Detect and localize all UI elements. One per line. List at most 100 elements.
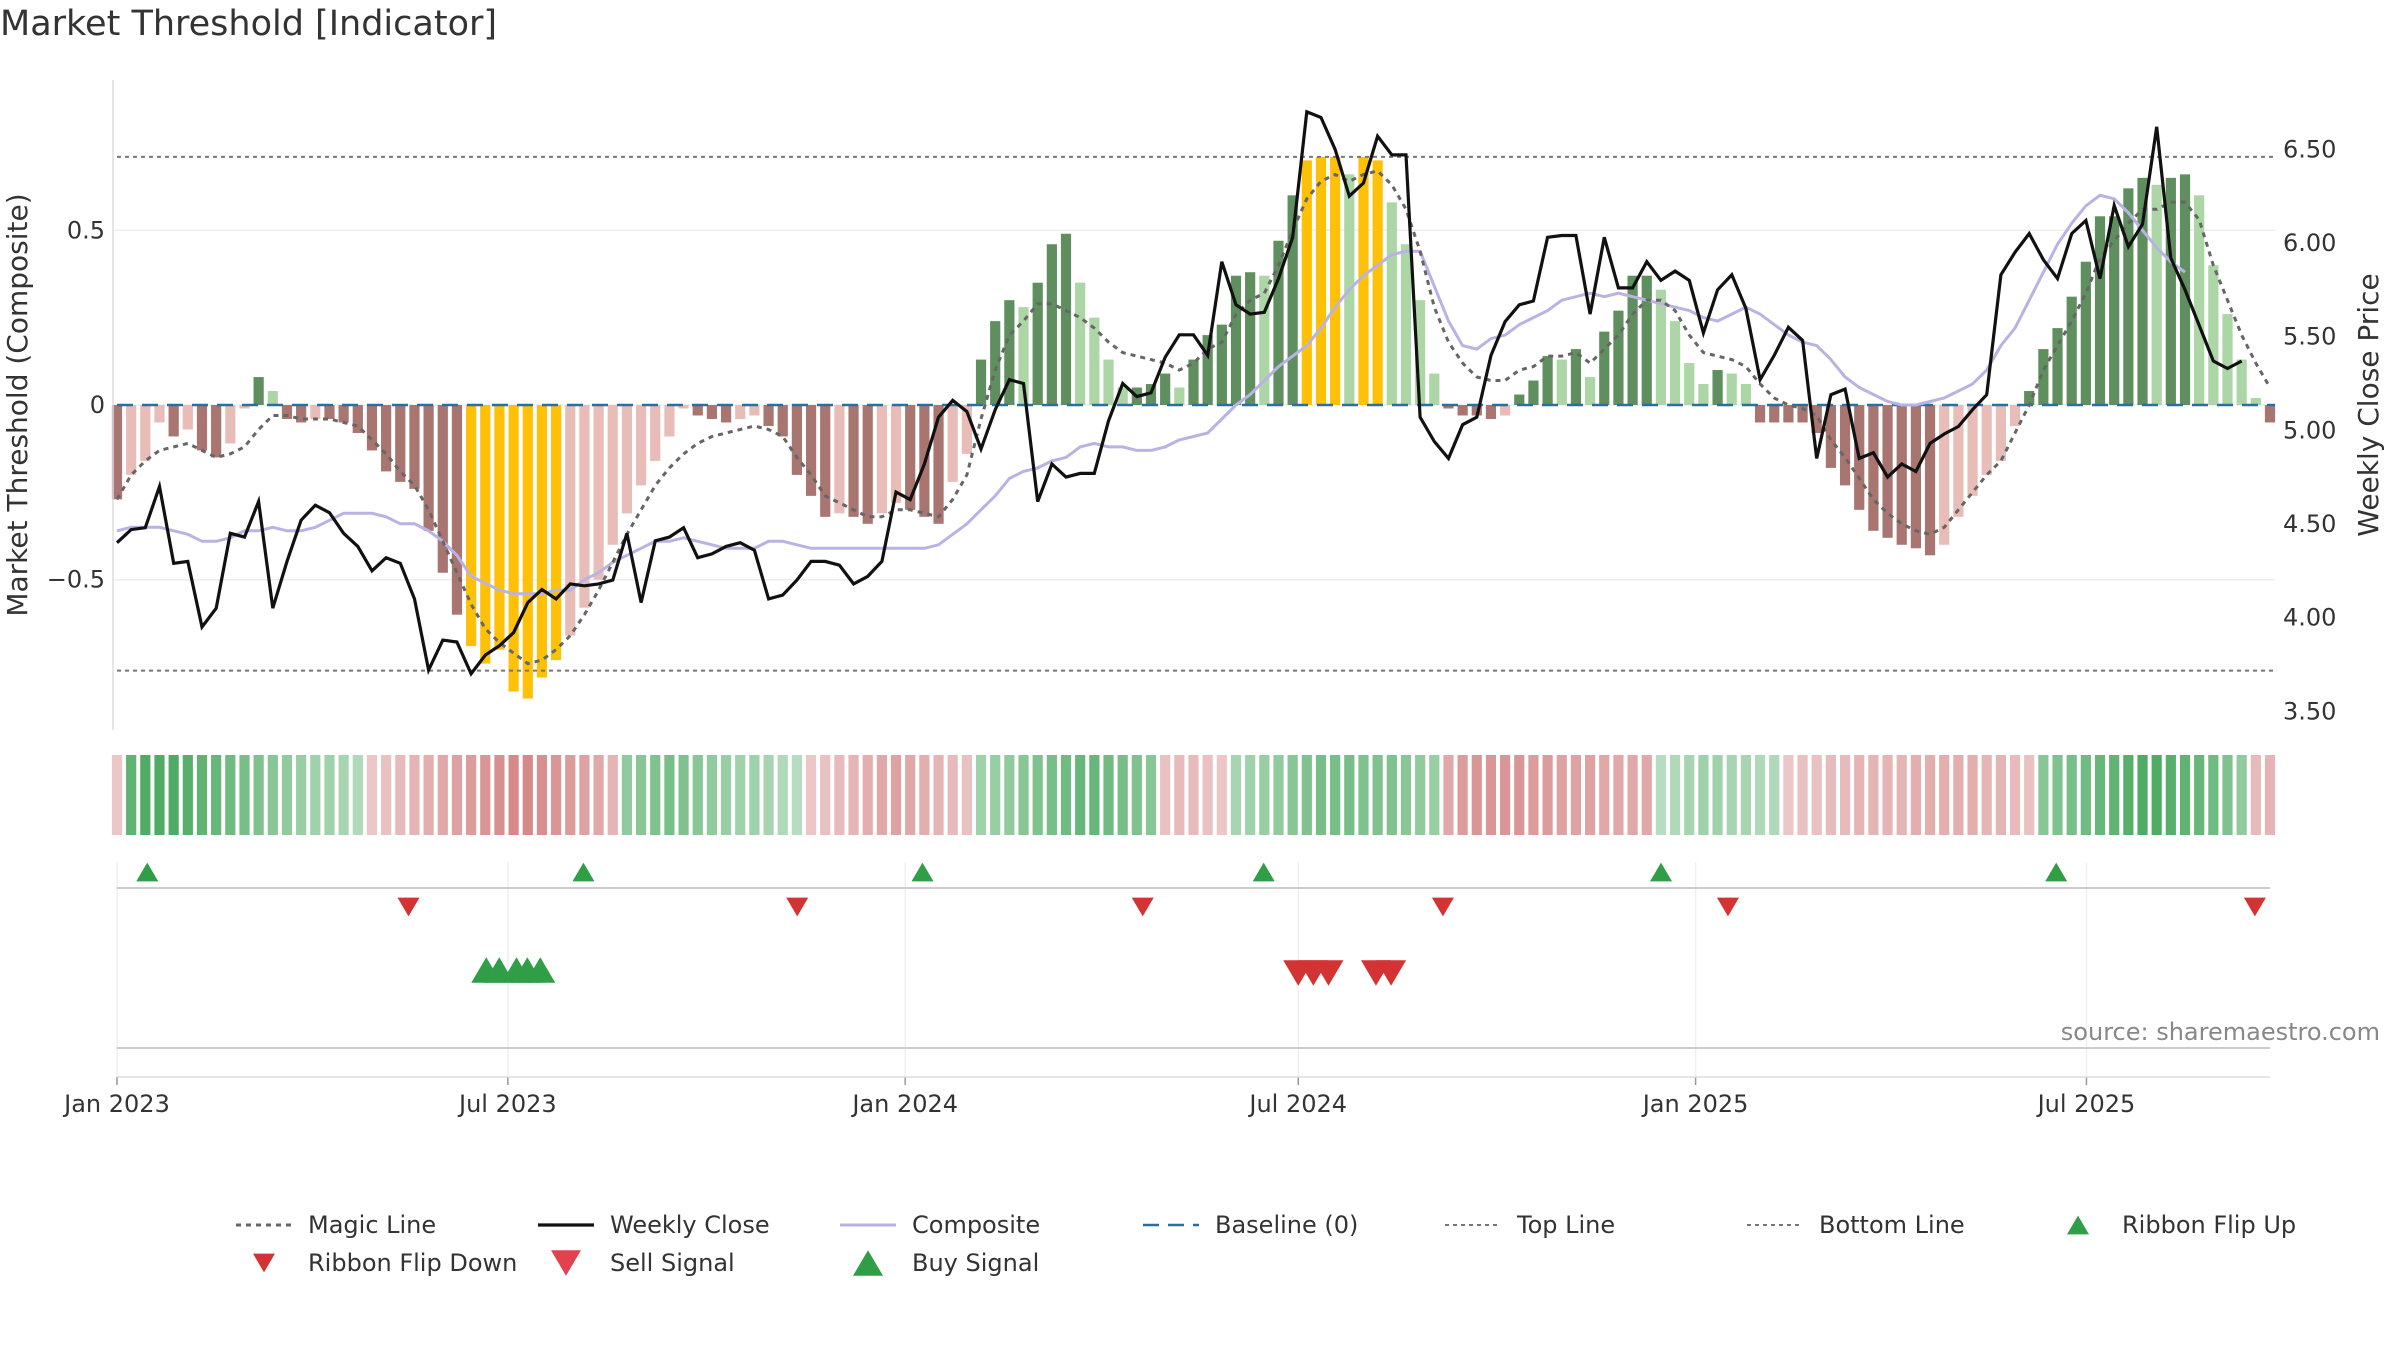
y-right-tick-label: 6.50 (2283, 135, 2336, 163)
composite-bar (437, 405, 448, 573)
ribbon-cell (805, 755, 817, 835)
ribbon-cell (720, 755, 732, 835)
composite-bar (1060, 233, 1072, 405)
composite-bar (1245, 272, 1256, 405)
ribbon-cell (1415, 755, 1426, 835)
composite-bar (1301, 160, 1312, 405)
ribbon-cell (2123, 755, 2134, 835)
y-right-tick-label: 6.00 (2283, 229, 2336, 257)
ribbon-cell (1032, 755, 1043, 835)
ribbon-cell (1924, 755, 1936, 835)
composite-bar (2236, 359, 2247, 405)
composite-bar (536, 405, 548, 678)
ribbon-cell (961, 755, 972, 835)
ribbon-cell (1570, 755, 1582, 835)
ribbon-cell (2165, 755, 2176, 835)
ribbon-cell (140, 755, 151, 835)
composite-bar (848, 405, 859, 517)
legend-item[interactable]: Ribbon Flip Down (253, 1249, 517, 1277)
ribbon-flip-up-marker (911, 862, 934, 882)
composite-bar (1939, 405, 1950, 545)
legend-label: Ribbon Flip Up (2122, 1211, 2296, 1239)
ribbon-cell (1953, 755, 1964, 835)
composite-bar (1641, 275, 1652, 405)
y-left-tick-label: 0.5 (67, 216, 105, 244)
composite-bar (876, 405, 887, 514)
ribbon-cell (990, 755, 1001, 835)
ribbon-cell (111, 755, 123, 835)
y-left-tick-label: −0.5 (47, 566, 105, 594)
ribbon-cell (1854, 755, 1865, 835)
legend-label: Top Line (1516, 1211, 1615, 1239)
ribbon-cell (1145, 755, 1157, 835)
composite-line (116, 193, 2186, 596)
legend-item[interactable]: Weekly Close (538, 1211, 770, 1239)
ribbon-cell (381, 755, 392, 835)
composite-bar (281, 405, 293, 419)
ribbon-cell (1939, 755, 1950, 835)
y-right-tick-label: 4.00 (2283, 604, 2336, 632)
composite-bar (1740, 384, 1752, 405)
ribbon-cell (225, 755, 236, 835)
legend-layer: Magic Line Weekly Close Composite Baseline … (236, 1211, 2296, 1277)
legend-swatch (253, 1253, 275, 1273)
ribbon-cell (2250, 755, 2261, 835)
ribbon-cell (1910, 755, 1921, 835)
legend-item[interactable]: Sell Signal (551, 1249, 735, 1277)
composite-bar (1825, 405, 1837, 468)
ribbon-cell (1131, 755, 1142, 835)
composite-bar (1075, 282, 1086, 405)
ribbon-cell (1344, 755, 1355, 835)
composite-bar (2194, 195, 2205, 405)
ribbon-cell (933, 755, 944, 835)
composite-bar (1684, 363, 1695, 405)
ribbon-cell (423, 755, 434, 835)
legend-item[interactable]: Buy Signal (853, 1249, 1039, 1277)
composite-bar (1896, 405, 1907, 545)
composite-bar (834, 405, 845, 514)
ribbon-cell (2009, 755, 2021, 835)
ribbon-cell (1514, 755, 1525, 835)
ribbon-cell (1386, 755, 1397, 835)
composite-bar (961, 405, 972, 454)
composite-bar (2123, 188, 2134, 405)
ribbon-cell (1627, 755, 1638, 835)
composite-bar (225, 405, 236, 444)
ribbon-cell (239, 755, 250, 835)
ribbon-cell (1585, 755, 1596, 835)
composite-bar (239, 405, 250, 409)
ribbon-cell (749, 755, 760, 835)
ribbon-cell (2179, 755, 2191, 835)
legend-item[interactable]: Ribbon Flip Up (2067, 1211, 2296, 1239)
ribbon-cell (1060, 755, 1072, 835)
legend-item[interactable]: Baseline (0) (1143, 1211, 1358, 1239)
ribbon-cell (735, 755, 746, 835)
ribbon-cell (1783, 755, 1794, 835)
ribbon-cell (1004, 755, 1015, 835)
x-tick-label: Jul 2025 (2036, 1090, 2136, 1118)
composite-bar (2250, 398, 2261, 405)
ribbon-cell (1599, 755, 1610, 835)
legend-item[interactable]: Top Line (1445, 1211, 1615, 1239)
ribbon-cell (1372, 755, 1383, 835)
legend-label: Composite (912, 1211, 1040, 1239)
composite-bar (791, 405, 802, 475)
ribbon-cell (480, 755, 491, 835)
ribbon-cell (1500, 755, 1511, 835)
legend-item[interactable]: Bottom Line (1747, 1211, 1965, 1239)
composite-bar (1230, 275, 1242, 405)
ribbon-cell (154, 755, 165, 835)
composite-bar (2024, 391, 2035, 405)
ribbon-cell (820, 755, 831, 835)
ribbon-cell (1018, 755, 1029, 835)
composite-bar (352, 405, 363, 433)
legend-item[interactable]: Composite (840, 1211, 1040, 1239)
ribbon-cell (196, 755, 208, 835)
composite-bar (1967, 405, 1978, 496)
ribbon-cell (1967, 755, 1978, 835)
composite-bar (267, 391, 278, 405)
ribbon-cell (1117, 755, 1128, 835)
composite-bar (565, 405, 576, 636)
legend-item[interactable]: Magic Line (236, 1211, 436, 1239)
composite-bar (2208, 265, 2219, 405)
